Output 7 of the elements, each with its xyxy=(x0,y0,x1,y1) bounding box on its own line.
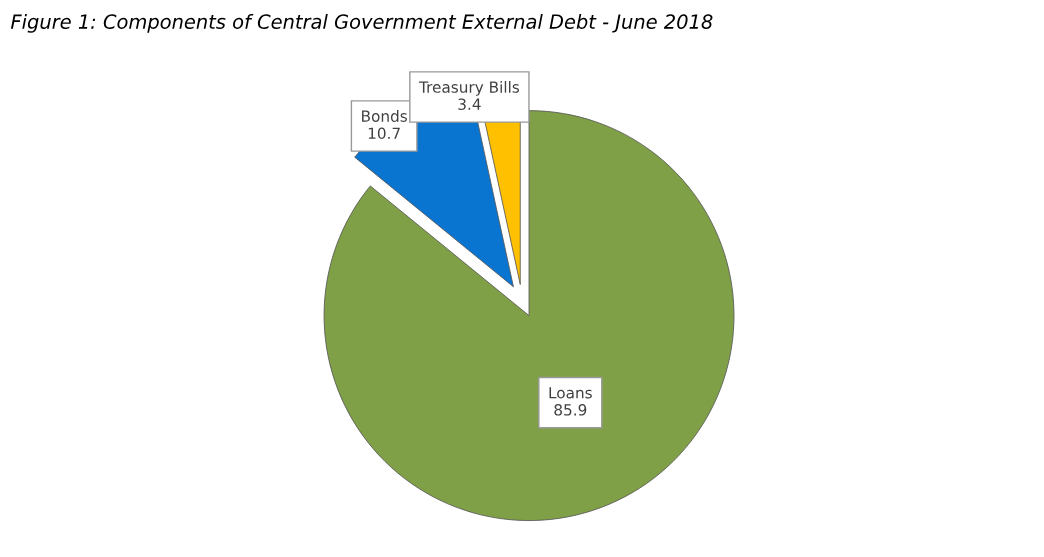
data-label: 3.4 xyxy=(458,98,481,110)
chart-title: Figure 1: Components of Central Government External Debt - June 2018 xyxy=(10,13,713,33)
data-label: 10.7 xyxy=(368,127,400,139)
slice-label: Loans xyxy=(549,387,592,399)
data-label: 85.9 xyxy=(554,404,587,416)
slice-label: Treasury Bills xyxy=(418,81,520,96)
slice-label: Bonds xyxy=(362,110,407,122)
